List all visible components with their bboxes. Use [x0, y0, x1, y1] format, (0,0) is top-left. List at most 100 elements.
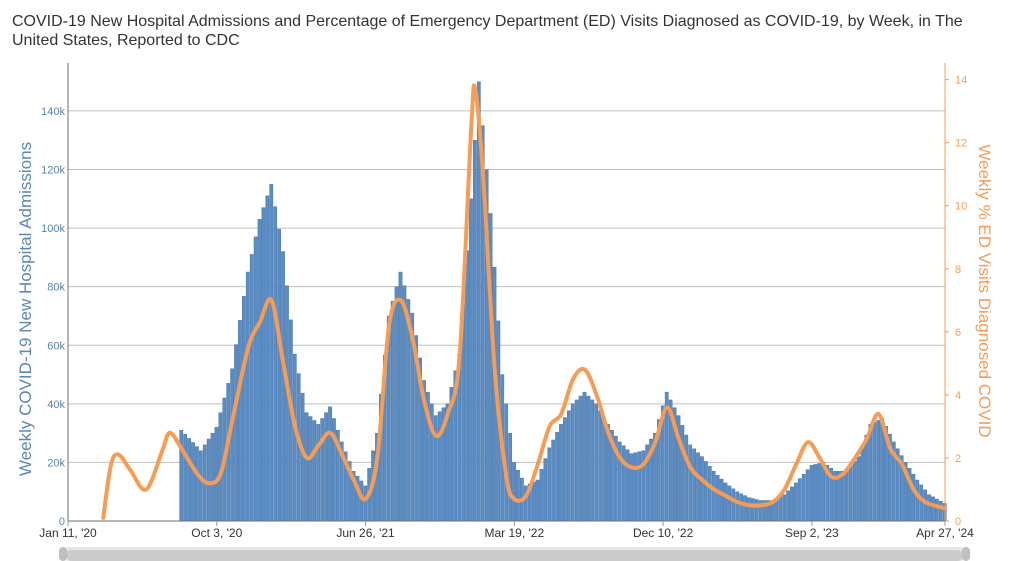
admissions-bar — [473, 140, 477, 522]
admissions-bar — [711, 471, 716, 522]
admissions-bar — [324, 412, 328, 522]
admissions-bar — [210, 432, 215, 522]
admissions-bar — [187, 438, 191, 522]
admissions-bar — [183, 434, 188, 522]
admissions-bar — [543, 458, 548, 522]
admissions-bar — [723, 482, 728, 522]
admissions-bar — [191, 442, 195, 522]
admissions-bar — [469, 198, 473, 522]
admissions-bar — [269, 183, 274, 522]
admissions-bar — [856, 456, 861, 522]
admissions-bar — [253, 236, 258, 522]
y-right-tick-label: 10 — [955, 201, 967, 213]
admissions-bar — [727, 485, 732, 522]
admissions-bar — [931, 496, 935, 522]
admissions-bar — [390, 301, 395, 522]
tick-labels: 0 20k 40k 60k 80k 100k 120k 140k 0 2 4 6 8 10 12 14 Jan … — [39, 75, 974, 540]
admissions-bar — [312, 420, 317, 522]
admissions-bar — [234, 344, 238, 522]
admissions-bar — [582, 391, 587, 522]
admissions-bar — [198, 450, 203, 522]
y-right-tick-label: 8 — [955, 264, 961, 276]
admissions-bar — [394, 286, 399, 522]
admissions-bar — [594, 403, 599, 522]
admissions-bar — [923, 489, 927, 522]
admissions-bar — [281, 251, 285, 522]
admissions-bar — [602, 417, 606, 522]
y-left-tick-label: 20k — [47, 457, 65, 469]
admissions-bar — [938, 501, 943, 522]
admissions-bar — [328, 406, 332, 522]
admissions-bar — [848, 466, 853, 522]
x-tick-label: Mar 19, '22 — [485, 526, 545, 540]
admissions-bar — [206, 438, 211, 522]
y-right-tick-label: 14 — [955, 75, 967, 87]
admissions-bar — [363, 485, 368, 522]
admissions-bars — [179, 81, 947, 522]
y-right-tick-label: 4 — [955, 390, 961, 402]
admissions-bar — [566, 410, 571, 522]
admissions-bar — [516, 470, 520, 522]
y-left-tick-label: 60k — [47, 340, 65, 352]
admissions-bar — [633, 452, 638, 522]
y-left-tick-label: 100k — [41, 223, 65, 235]
admissions-bar — [731, 488, 736, 522]
scroll-handle-left[interactable] — [59, 547, 67, 561]
admissions-bar — [547, 447, 552, 522]
admissions-bar — [680, 425, 685, 522]
admissions-bar — [590, 399, 595, 522]
admissions-bar — [872, 422, 877, 522]
admissions-bar — [821, 462, 826, 522]
admissions-bar — [876, 420, 880, 522]
admissions-bar — [535, 479, 540, 522]
admissions-bar — [707, 466, 712, 522]
admissions-bar — [743, 495, 747, 522]
range-scrollbar[interactable] — [62, 547, 967, 561]
y-left-tick-label: 80k — [47, 282, 65, 294]
admissions-bar — [563, 417, 567, 522]
admissions-bar — [598, 410, 603, 522]
admissions-bar — [692, 448, 696, 522]
x-tick-label: Oct 3, '20 — [191, 526, 242, 540]
admissions-bar — [578, 395, 583, 522]
admissions-bar — [809, 465, 814, 522]
admissions-bar — [238, 320, 242, 522]
admissions-bar — [512, 462, 516, 522]
admissions-bar — [292, 353, 297, 522]
admissions-bar — [801, 473, 806, 522]
x-tick-label: Apr 27, '24 — [916, 526, 974, 540]
admissions-bar — [316, 424, 321, 522]
admissions-bar — [242, 296, 246, 522]
admissions-bar — [555, 431, 559, 522]
y-left-tick-label: 0 — [59, 516, 65, 528]
admissions-bar — [696, 452, 700, 522]
admissions-bar — [277, 228, 281, 522]
admissions-bar — [927, 494, 931, 522]
admissions-bar — [841, 471, 845, 522]
admissions-bar — [551, 439, 556, 522]
admissions-bar — [684, 434, 689, 522]
scroll-handle-right[interactable] — [962, 547, 970, 561]
x-tick-label: Jun 26, '21 — [336, 526, 395, 540]
admissions-bar — [402, 285, 407, 522]
admissions-bar — [398, 271, 403, 522]
admissions-bar — [214, 427, 219, 522]
y-left-tick-label: 140k — [41, 106, 65, 118]
admissions-bar — [860, 445, 865, 522]
admissions-bar — [797, 478, 802, 522]
axes — [67, 63, 946, 522]
admissions-bar — [782, 494, 787, 522]
y-right-tick-label: 12 — [955, 138, 967, 150]
y-right-tick-label: 0 — [955, 516, 961, 528]
admissions-bar — [805, 469, 810, 522]
admissions-bar — [844, 471, 849, 522]
x-tick-label: Jan 11, '20 — [39, 526, 97, 540]
scrollbar-thumb[interactable] — [66, 550, 963, 561]
admissions-bar — [739, 493, 743, 522]
admissions-bar — [911, 473, 916, 522]
admissions-bar — [915, 479, 920, 522]
admissions-bar — [539, 469, 544, 522]
admissions-bar — [637, 451, 642, 522]
admissions-bar — [625, 449, 630, 522]
